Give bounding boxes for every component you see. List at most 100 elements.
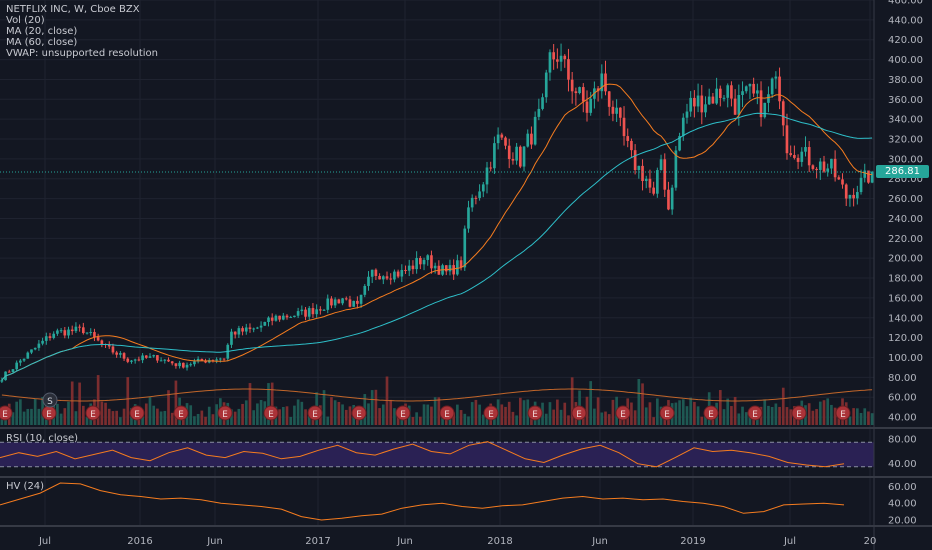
candle-body xyxy=(852,194,855,199)
candle-body xyxy=(222,358,226,360)
study-ma20[interactable]: MA (20, close) xyxy=(6,26,78,37)
candle-body xyxy=(563,55,567,60)
volume-bar xyxy=(770,406,774,425)
candle-body xyxy=(863,170,867,178)
earnings-marker: E xyxy=(217,405,233,421)
volume-bar xyxy=(278,409,281,425)
volume-bar xyxy=(396,413,400,425)
volume-bar xyxy=(370,390,374,425)
candle-body xyxy=(404,269,407,271)
volume-bar xyxy=(500,404,504,425)
earnings-marker: E xyxy=(263,405,279,421)
volume-bar xyxy=(152,405,156,425)
volume-bar xyxy=(207,406,211,425)
candle-body xyxy=(737,95,741,115)
study-vwap[interactable]: VWAP: unsupported resolution xyxy=(6,48,158,59)
study-volume[interactable]: Vol (20) xyxy=(6,15,45,26)
volume-bar xyxy=(818,401,822,425)
volume-bar xyxy=(648,402,652,425)
volume-bar xyxy=(852,408,855,425)
volume-bar xyxy=(481,414,485,425)
volume-bar xyxy=(159,411,163,425)
volume-bar xyxy=(333,400,337,425)
earnings-badge-icon xyxy=(173,405,189,421)
candle-body xyxy=(693,97,696,107)
candle-body xyxy=(689,97,693,112)
volume-bar xyxy=(437,397,441,425)
candle-body xyxy=(359,294,363,304)
candle-body xyxy=(704,104,707,113)
volume-bar xyxy=(785,407,789,425)
axes[interactable]: 40.00 60.00 80.00 100.00 120.00 140.00 160.00 1… xyxy=(38,0,923,547)
price-tick-label: 260.00 xyxy=(888,194,923,205)
candle-body xyxy=(41,340,44,344)
candle-body xyxy=(811,165,815,169)
candle-body xyxy=(493,143,496,169)
rsi-pane-title[interactable]: RSI (10, close) xyxy=(6,433,79,444)
volume-bar xyxy=(393,408,396,425)
candle-body xyxy=(570,79,574,92)
hv-line xyxy=(0,482,845,521)
candle-body xyxy=(615,107,618,114)
candle-body xyxy=(15,362,18,370)
candle-body xyxy=(67,329,70,336)
candle-body xyxy=(7,371,11,373)
volume-bar xyxy=(33,398,37,425)
ma20-line xyxy=(1,83,873,381)
candle-body xyxy=(396,271,400,277)
earnings-badge-label: E xyxy=(532,410,538,420)
candle-body xyxy=(156,355,159,361)
earnings-marker: E xyxy=(659,405,675,421)
volume-bar xyxy=(304,409,307,425)
symbol-title[interactable]: NETFLIX INC, W, Cboe BZX xyxy=(6,4,140,15)
volume-bar xyxy=(467,416,470,425)
hv-pane-title[interactable]: HV (24) xyxy=(6,481,45,492)
candle-body xyxy=(100,340,104,344)
volume-bar xyxy=(807,403,811,425)
time-tick-label: Jun xyxy=(591,536,608,547)
candle-body xyxy=(74,326,78,332)
volume-bar xyxy=(252,410,256,425)
volume-bar xyxy=(863,408,867,425)
candle-body xyxy=(459,260,463,268)
candle-body xyxy=(144,355,148,358)
volume-bar xyxy=(704,416,707,425)
candle-body xyxy=(115,352,118,355)
study-legend[interactable]: NETFLIX INC, W, Cboe BZX Vol (20) MA (20… xyxy=(6,4,158,59)
candle-body xyxy=(548,52,552,73)
candle-body xyxy=(37,343,41,348)
volume-bar xyxy=(311,416,315,425)
volume-bar xyxy=(85,417,89,425)
earnings-badge-label: E xyxy=(2,410,8,420)
candle-body xyxy=(474,197,478,199)
candle-body xyxy=(11,369,15,372)
earnings-badge-icon xyxy=(0,405,13,421)
candle-body xyxy=(870,171,874,183)
volume-bar xyxy=(233,411,237,425)
candle-body xyxy=(644,178,648,182)
candle-body xyxy=(430,255,433,269)
candle-body xyxy=(411,265,415,270)
volume-bar xyxy=(548,402,552,425)
earnings-badge-icon xyxy=(217,405,233,421)
split-marker: S xyxy=(42,392,58,408)
volume-bar xyxy=(115,410,118,425)
rsi-tick-label: 40.00 xyxy=(888,459,917,470)
candle-body xyxy=(22,358,26,361)
volume-bar xyxy=(204,416,207,425)
candle-body xyxy=(267,317,270,322)
earnings-badge-label: E xyxy=(620,410,626,420)
candle-body xyxy=(270,317,274,321)
candle-body xyxy=(289,316,293,318)
volume-bar xyxy=(267,383,270,425)
time-tick-label: Jun xyxy=(396,536,413,547)
candle-body xyxy=(319,309,322,311)
earnings-marker: E xyxy=(173,405,189,421)
event-markers[interactable]: E E E E E E E E E E E E E E E E E E E ES xyxy=(0,392,851,421)
candle-body xyxy=(352,300,356,307)
candle-body xyxy=(622,117,626,137)
volume-bar xyxy=(122,408,126,425)
study-ma60[interactable]: MA (60, close) xyxy=(6,37,78,48)
